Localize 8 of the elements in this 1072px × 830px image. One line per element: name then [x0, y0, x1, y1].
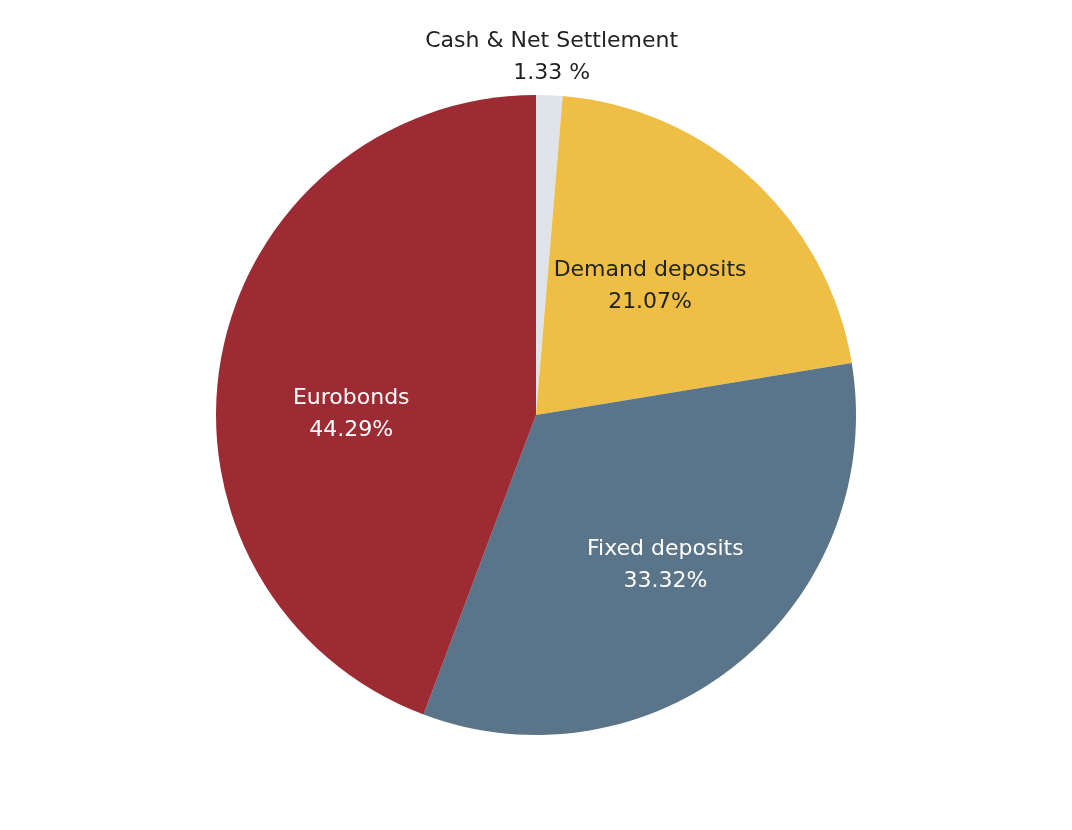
data-label: 21.07% [608, 287, 693, 313]
data-label: 1.33 % [513, 59, 591, 85]
slice-label: Demand deposits [553, 255, 747, 281]
slice-label: Eurobonds [292, 384, 410, 410]
slice-label: Cash & Net Settlement [425, 27, 679, 53]
slice-label: Fixed deposits [587, 535, 744, 561]
data-label: 44.29% [309, 416, 394, 442]
data-label: 33.32% [623, 567, 708, 593]
